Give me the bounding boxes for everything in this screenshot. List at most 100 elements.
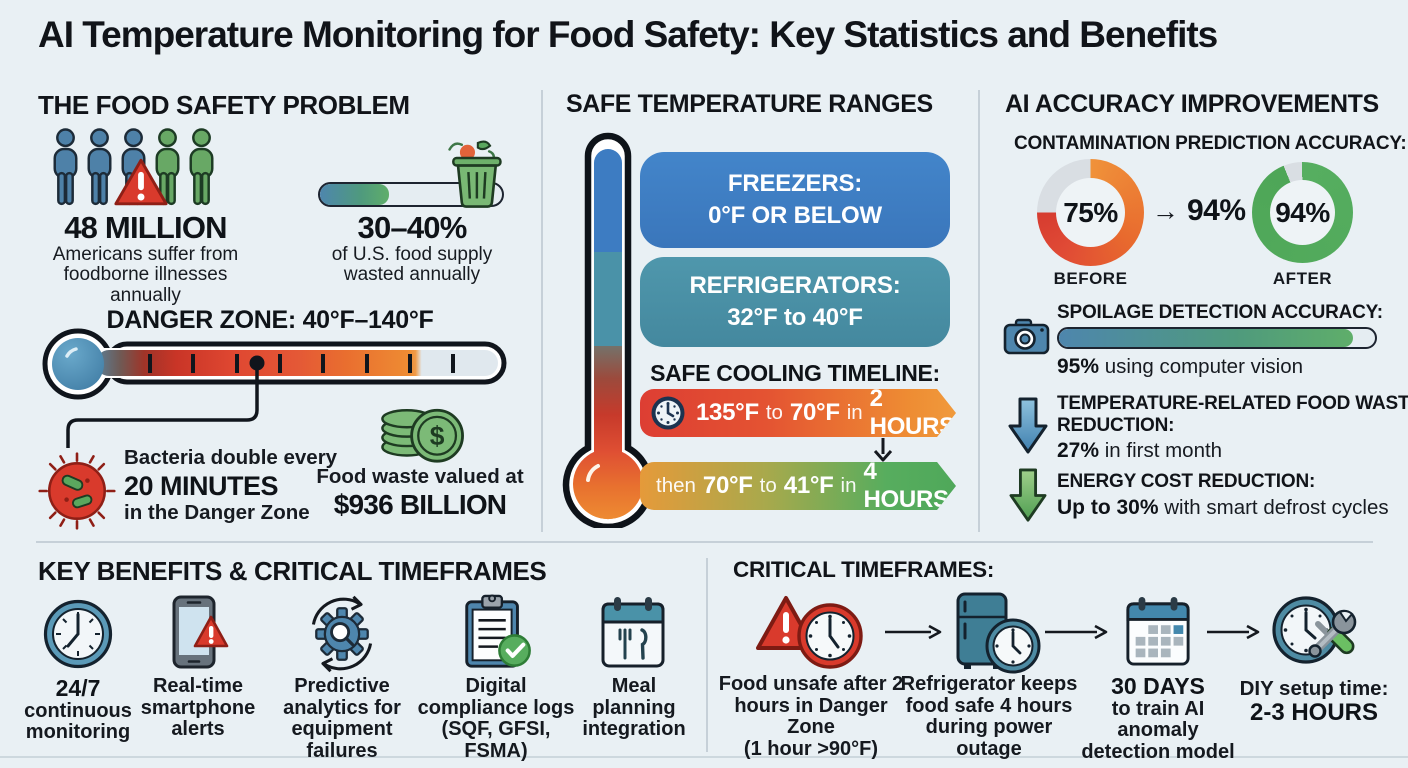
- stat-value: Up to 30%: [1057, 495, 1159, 519]
- section-heading: CRITICAL TIMEFRAMES:: [733, 557, 995, 582]
- arrow-value: 94%: [1187, 194, 1246, 227]
- timeframe-emphasis: 2-3 HOURS: [1249, 699, 1379, 727]
- timeframe-line: food safe 4 hours: [905, 694, 1073, 717]
- stat-label-line: ENERGY COST REDUCTION:: [1057, 471, 1316, 492]
- freezer-range-banner: FREEZERS: 0°F OR BELOW: [640, 152, 950, 248]
- benefit-line: Digital: [465, 675, 527, 697]
- joiner: in: [840, 474, 857, 497]
- timeframe-item-training: 30 DAYS to train AI anomaly detection mo…: [1078, 674, 1238, 764]
- donut-value: 75%: [1056, 178, 1125, 247]
- timeframe-line: (1 hour >90°F): [743, 737, 879, 760]
- person-icon: [189, 128, 214, 206]
- danger-zone-callout-connector: [66, 370, 259, 448]
- donut-chart-after: 94%: [1252, 162, 1353, 263]
- danger-zone-thermometer: [42, 328, 507, 400]
- energy-reduction-stat: ENERGY COST REDUCTION: Up to 30% with sm…: [1057, 471, 1389, 520]
- stat-suffix: using computer vision: [1104, 355, 1303, 378]
- warning-triangle-icon: [114, 158, 168, 206]
- benefit-emphasis: 24/7: [55, 675, 101, 701]
- spoilage-progress-fill: [1059, 329, 1353, 347]
- joiner: in: [846, 401, 863, 424]
- banner-line: REFRIGERATORS:: [689, 271, 901, 299]
- benefit-line: Predictive: [294, 675, 390, 697]
- timeframe-line: DIY setup time:: [1239, 677, 1389, 700]
- improvement-arrow-group: → 94%: [1152, 194, 1246, 228]
- benefit-line: smartphone: [140, 696, 256, 719]
- stat-value: 20 MINUTES: [124, 470, 279, 501]
- time-value: 2 HOURS: [869, 385, 955, 440]
- timeframe-line: hours in Danger Zone: [734, 694, 888, 739]
- joiner: to: [765, 401, 783, 424]
- stat-value-line: Up to 30% with smart defrost cycles: [1057, 495, 1389, 520]
- time-value: 4 HOURS: [863, 458, 949, 513]
- flow-arrow-icon: [885, 624, 942, 640]
- stat-value: 30–40%: [357, 210, 468, 245]
- benefit-line: integration: [582, 718, 686, 741]
- money-coins-icon: $: [381, 408, 464, 463]
- stat-sub-line: foodborne illnesses annually: [63, 264, 228, 307]
- stat-sub-line: Americans suffer from: [52, 243, 239, 265]
- temp-value: 135°F: [696, 399, 759, 426]
- timeframe-line: during power outage: [925, 716, 1053, 760]
- person-icon: [87, 128, 112, 206]
- divider-col2-col3: [978, 90, 980, 532]
- divider-col1-col2: [541, 90, 543, 532]
- stat-pre: Food waste valued at: [316, 465, 524, 488]
- bacteria-stat: Bacteria double every 20 MINUTES in the …: [124, 446, 338, 524]
- danger-zone-marker-dot: [249, 355, 265, 371]
- benefit-line: planning: [592, 696, 676, 719]
- temp-value: 70°F: [702, 472, 753, 499]
- flow-arrow-icon: [1207, 624, 1260, 640]
- spoilage-value-line: 95% using computer vision: [1057, 355, 1303, 379]
- benefit-item-monitoring: 24/7 continuous monitoring: [8, 676, 148, 744]
- divider-bottom-left-right: [706, 558, 708, 752]
- banner-line: 32°F to 40°F: [727, 304, 863, 331]
- bacteria-icon: [38, 452, 116, 530]
- donut-label-after: AFTER: [1272, 269, 1333, 288]
- benefit-line: Real-time: [152, 675, 244, 697]
- stat-value: 95%: [1057, 355, 1100, 378]
- diy-tools-clock-icon: [1272, 596, 1357, 664]
- joiner: then: [656, 474, 696, 497]
- cooling-step-2: then 70°F to 41°F in 4 HOURS: [640, 462, 956, 510]
- donut-label-before: BEFORE: [1053, 269, 1128, 288]
- blue-down-arrow-icon: [1008, 397, 1048, 454]
- bottom-edge-line: [0, 756, 1408, 758]
- divider-top-bottom: [36, 541, 1373, 543]
- timeframe-line: detection model: [1081, 741, 1235, 764]
- timeframe-line: Food unsafe after 2: [718, 673, 904, 695]
- contamination-label: CONTAMINATION PREDICTION ACCURACY:: [1014, 133, 1407, 154]
- benefit-line: (SQF, GFSI, FSMA): [441, 718, 551, 762]
- meal-calendar-icon: [601, 597, 665, 668]
- person-icon: [155, 128, 180, 206]
- temp-value: 70°F: [789, 399, 840, 426]
- timeframe-item-diy-setup: DIY setup time: 2-3 HOURS: [1236, 677, 1392, 727]
- benefit-line: analytics for: [283, 696, 401, 719]
- benefit-line: compliance logs: [417, 696, 575, 719]
- cooling-step-1: 135°F to 70°F in 2 HOURS: [640, 389, 956, 437]
- compliance-clipboard-icon: [465, 594, 531, 668]
- temp-value: 41°F: [783, 472, 834, 499]
- section-heading: KEY BENEFITS & CRITICAL TIMEFRAMES: [38, 556, 547, 586]
- food-waste-value-stat: Food waste valued at $936 BILLION: [315, 465, 525, 521]
- spoilage-progress-bar: [1057, 327, 1377, 349]
- cooling-timeline-heading: SAFE COOLING TIMELINE:: [650, 360, 940, 386]
- food-waste-progress-fill: [320, 184, 390, 205]
- refrigerator-range-banner: REFRIGERATORS: 32°F to 40°F: [640, 257, 950, 347]
- green-down-arrow-icon: [1009, 468, 1047, 522]
- training-calendar-icon: [1126, 597, 1190, 666]
- spoilage-label: SPOILAGE DETECTION ACCURACY:: [1057, 302, 1383, 323]
- timer-clock-icon: [651, 396, 685, 430]
- section-heading: SAFE TEMPERATURE RANGES: [566, 90, 933, 118]
- banner-line: FREEZERS:: [727, 169, 863, 197]
- benefit-item-alerts: Real-time smartphone alerts: [128, 675, 268, 741]
- stat-label-line: TEMPERATURE-RELATED FOOD WASTE: [1057, 393, 1408, 414]
- stat-pre: Bacteria double every: [124, 446, 338, 469]
- section-heading: THE FOOD SAFETY PROBLEM: [38, 90, 410, 120]
- benefit-line: equipment failures: [291, 718, 393, 762]
- benefit-line: Meal: [611, 675, 657, 697]
- benefit-line: continuous: [24, 699, 132, 722]
- benefit-item-meal-planning: Meal planning integration: [566, 675, 702, 741]
- benefit-item-predictive: Predictive analytics for equipment failu…: [258, 675, 426, 762]
